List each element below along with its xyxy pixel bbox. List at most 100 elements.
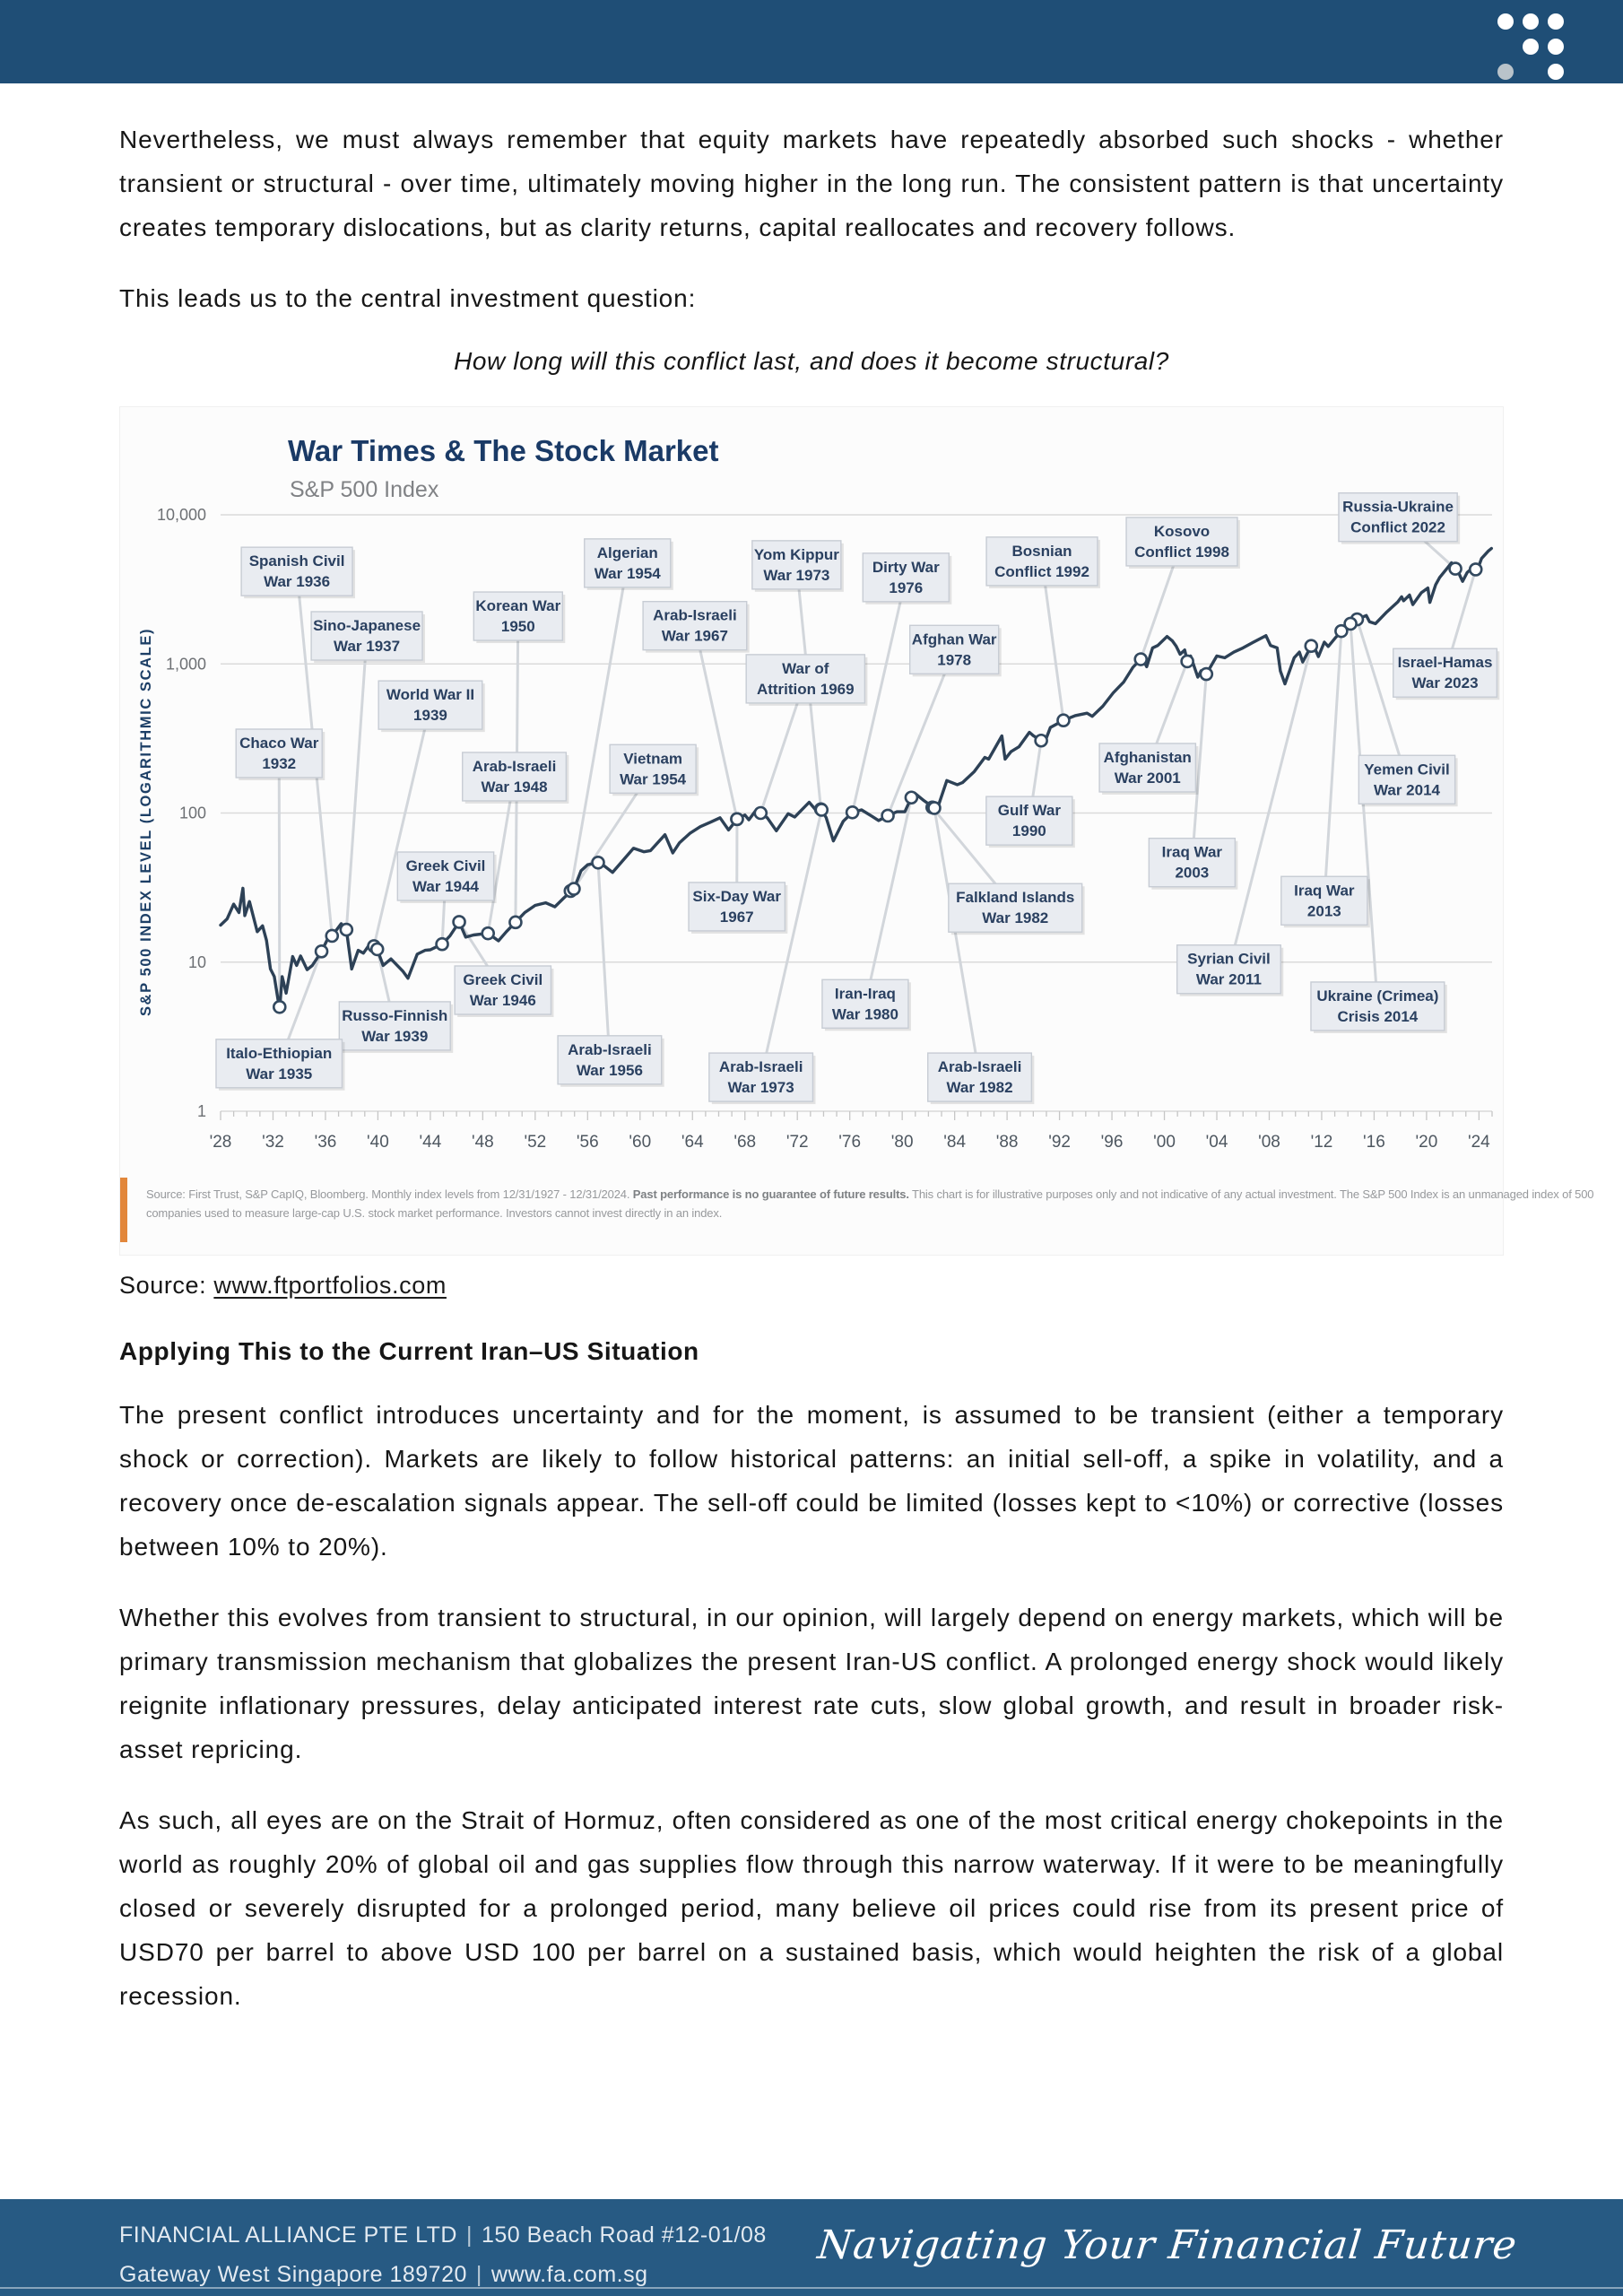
footer-website-link[interactable]: www.fa.com.sg	[490, 2262, 648, 2287]
svg-text:War 1956: War 1956	[577, 1062, 643, 1079]
footer-line-2: Gateway West Singapore 189720 | www.fa.com…	[119, 2262, 648, 2287]
svg-text:War 1954: War 1954	[595, 565, 662, 582]
svg-text:Kosovo: Kosovo	[1154, 523, 1210, 540]
logo-dot	[1523, 39, 1539, 55]
svg-text:'36: '36	[315, 1133, 337, 1152]
logo-dot-empty	[1523, 64, 1539, 80]
pipe-separator: |	[475, 2262, 482, 2287]
svg-text:Conflict 1998: Conflict 1998	[1134, 544, 1229, 561]
svg-text:2013: 2013	[1307, 902, 1341, 919]
source-link[interactable]: www.ftportfolios.com	[213, 1272, 447, 1299]
svg-text:Crisis 2014: Crisis 2014	[1337, 1008, 1418, 1025]
svg-text:'28: '28	[210, 1133, 232, 1152]
svg-text:100: 100	[179, 804, 206, 822]
svg-text:'08: '08	[1258, 1133, 1280, 1152]
logo-dot	[1548, 64, 1564, 80]
chart-fineprint-row: Source: First Trust, S&P CapIQ, Bloomber…	[120, 1178, 1594, 1242]
fineprint-line-1: Source: First Trust, S&P CapIQ, Bloomber…	[146, 1187, 1594, 1201]
svg-text:Conflict 2022: Conflict 2022	[1350, 519, 1445, 536]
svg-text:'88: '88	[996, 1133, 1019, 1152]
svg-text:Russo-Finnish: Russo-Finnish	[342, 1007, 447, 1024]
svg-text:War 1973: War 1973	[763, 567, 829, 584]
svg-text:'96: '96	[1101, 1133, 1124, 1152]
svg-text:S&P 500 Index: S&P 500 Index	[290, 477, 439, 502]
source-label: Source:	[119, 1272, 214, 1299]
svg-text:Six-Day War: Six-Day War	[692, 888, 781, 905]
svg-text:Conflict 1992: Conflict 1992	[994, 563, 1089, 580]
svg-text:Iran-Iraq: Iran-Iraq	[835, 985, 896, 1002]
war-times-chart-figure: 10,000 1,000 100 10 1'28 '32 '36 '40 '44 '48 '52 '5…	[119, 406, 1594, 1256]
svg-text:S&P 500 INDEX LEVEL (LOGARITHM: S&P 500 INDEX LEVEL (LOGARITHMIC SCALE)	[138, 628, 154, 1016]
svg-text:War 1967: War 1967	[662, 628, 728, 645]
svg-text:10,000: 10,000	[157, 506, 206, 524]
svg-text:War 1982: War 1982	[947, 1079, 1013, 1096]
svg-text:War 2023: War 2023	[1412, 674, 1479, 691]
svg-text:1990: 1990	[1012, 822, 1046, 839]
svg-text:Chaco War: Chaco War	[239, 735, 319, 752]
svg-text:'12: '12	[1311, 1133, 1333, 1152]
svg-text:Ukraine (Crimea): Ukraine (Crimea)	[1316, 987, 1438, 1004]
svg-text:War 2011: War 2011	[1196, 971, 1262, 988]
svg-text:2003: 2003	[1175, 865, 1209, 882]
svg-text:World War II: World War II	[386, 686, 474, 703]
svg-text:1967: 1967	[720, 909, 754, 926]
svg-text:1,000: 1,000	[166, 655, 206, 673]
footer-tagline-script: Navigating Your Financial Future	[815, 2222, 1520, 2268]
svg-text:Syrian Civil: Syrian Civil	[1187, 951, 1271, 968]
page-content: Nevertheless, we must always remember th…	[119, 83, 1594, 2045]
svg-text:Arab-Israeli: Arab-Israeli	[719, 1058, 803, 1075]
svg-text:Attrition 1969: Attrition 1969	[757, 681, 855, 698]
fineprint-line-2: companies used to measure large-cap U.S.…	[146, 1206, 723, 1220]
svg-text:Dirty War: Dirty War	[872, 559, 940, 576]
logo-dot-empty	[1497, 39, 1514, 55]
chart-fineprint-text: Source: First Trust, S&P CapIQ, Bloomber…	[146, 1178, 1594, 1222]
svg-text:Israel-Hamas: Israel-Hamas	[1398, 654, 1493, 671]
footer-company-info: FINANCIAL ALLIANCE PTE LTD | 150 Beach Roa…	[119, 2215, 767, 2294]
svg-text:'76: '76	[838, 1133, 861, 1152]
svg-text:Iraq War: Iraq War	[1294, 882, 1355, 899]
svg-text:1976: 1976	[889, 579, 923, 596]
war-chart-svg: 10,000 1,000 100 10 1'28 '32 '36 '40 '44 '48 '52 '5…	[138, 434, 1500, 1152]
svg-text:'60: '60	[629, 1133, 651, 1152]
svg-text:1950: 1950	[501, 618, 535, 635]
svg-text:Yom Kippur: Yom Kippur	[754, 546, 839, 563]
svg-text:'68: '68	[733, 1133, 756, 1152]
svg-text:'44: '44	[420, 1133, 442, 1152]
svg-text:War 1946: War 1946	[470, 992, 536, 1009]
svg-text:'80: '80	[891, 1133, 914, 1152]
logo-dot-dim	[1497, 64, 1514, 80]
svg-text:Arab-Israeli: Arab-Israeli	[653, 607, 737, 624]
svg-text:'52: '52	[524, 1133, 546, 1152]
svg-text:'24: '24	[1468, 1133, 1490, 1152]
svg-text:'48: '48	[472, 1133, 494, 1152]
svg-text:Gulf War: Gulf War	[998, 802, 1062, 819]
svg-text:War 2001: War 2001	[1115, 770, 1181, 787]
svg-text:'04: '04	[1206, 1133, 1228, 1152]
svg-text:Arab-Israeli: Arab-Israeli	[938, 1058, 1022, 1075]
logo-dot	[1548, 39, 1564, 55]
orange-accent-bar	[120, 1178, 127, 1242]
svg-text:War 1939: War 1939	[361, 1028, 428, 1045]
pipe-separator: |	[466, 2222, 473, 2248]
svg-text:Algerian: Algerian	[597, 544, 658, 561]
footer-divider	[0, 2287, 1623, 2289]
top-header-bar	[0, 0, 1623, 83]
svg-text:Italo-Ethiopian: Italo-Ethiopian	[226, 1045, 332, 1062]
svg-text:Bosnian: Bosnian	[1011, 543, 1072, 560]
svg-text:'64: '64	[681, 1133, 704, 1152]
svg-text:War 1954: War 1954	[620, 770, 687, 787]
svg-text:Greek Civil: Greek Civil	[463, 971, 542, 988]
svg-text:Falkland Islands: Falkland Islands	[956, 889, 1074, 906]
svg-text:'72: '72	[786, 1133, 809, 1152]
svg-text:Russia-Ukraine: Russia-Ukraine	[1342, 499, 1454, 516]
svg-text:1932: 1932	[262, 755, 296, 772]
svg-text:10: 10	[188, 953, 206, 971]
svg-text:War 1944: War 1944	[412, 878, 480, 895]
source-line: Source: www.ftportfolios.com	[119, 1272, 1504, 1300]
body-paragraph-5: As such, all eyes are on the Strait of H…	[119, 1806, 1504, 2010]
svg-text:Afghan War: Afghan War	[912, 631, 997, 648]
svg-text:Arab-Israeli: Arab-Israeli	[473, 758, 557, 775]
svg-text:War 1980: War 1980	[832, 1005, 898, 1022]
body-paragraph-3: The present conflict introduces uncertai…	[119, 1401, 1504, 1561]
